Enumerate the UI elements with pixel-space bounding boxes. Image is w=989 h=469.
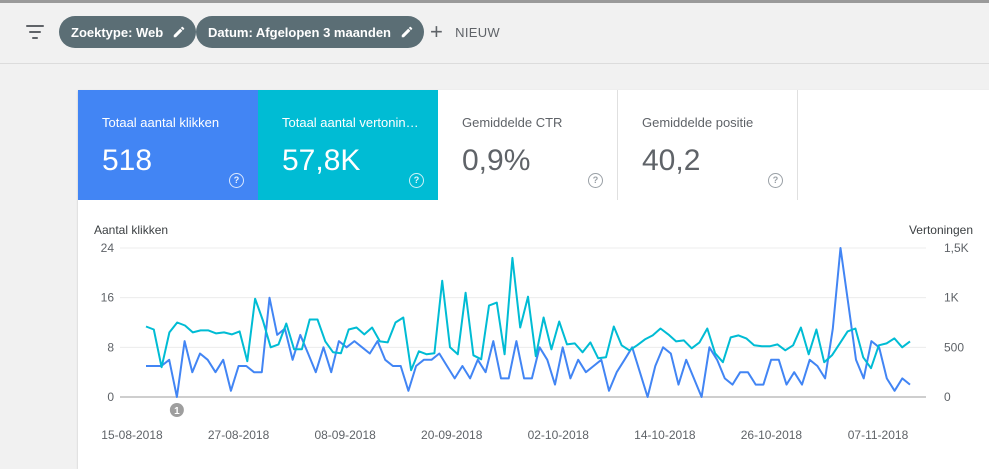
filter-chip-search-type[interactable]: Zoektype: Web [59, 16, 197, 48]
x-tick-label: 07-11-2018 [848, 428, 909, 442]
x-tick-label: 20-09-2018 [421, 428, 483, 442]
left-tick-label: 0 [107, 390, 114, 404]
help-icon[interactable]: ? [409, 173, 424, 188]
right-tick-label: 500 [944, 340, 964, 354]
help-icon[interactable]: ? [229, 173, 244, 188]
x-tick-label: 26-10-2018 [741, 428, 803, 442]
x-tick-label: 27-08-2018 [208, 428, 270, 442]
clicks-series-line [146, 247, 911, 398]
left-tick-label: 16 [101, 291, 115, 305]
filter-chip-date[interactable]: Datum: Afgelopen 3 maanden [196, 16, 424, 48]
chip-label: Datum: Afgelopen 3 maanden [208, 24, 391, 40]
x-tick-label: 02-10-2018 [528, 428, 590, 442]
metric-total-impressions[interactable]: Totaal aantal vertoningen 57,8K ? [258, 90, 438, 200]
metric-value: 518 [102, 144, 153, 177]
help-icon[interactable]: ? [768, 173, 783, 188]
x-tick-label: 15-08-2018 [101, 428, 163, 442]
metric-value: 40,2 [642, 144, 701, 177]
metric-total-clicks[interactable]: Totaal aantal klikken 518 ? [78, 90, 258, 200]
annotation-marker [169, 403, 184, 417]
edit-pencil-icon[interactable] [172, 25, 186, 39]
metric-value: 57,8K [282, 144, 361, 177]
impressions-series-line [145, 256, 911, 372]
filter-icon[interactable] [26, 25, 44, 39]
right-axis-title: Vertoningen [908, 223, 973, 237]
new-filter-button[interactable]: + NIEUW [430, 16, 500, 48]
right-tick-label: 1,5K [944, 241, 969, 255]
metric-value: 0,9% [462, 144, 531, 177]
x-tick-label: 08-09-2018 [314, 428, 376, 442]
x-tick-label: 14-10-2018 [634, 428, 696, 442]
right-tick-label: 0 [944, 390, 951, 404]
left-tick-label: 24 [101, 241, 115, 255]
annotation-label: 1 [174, 406, 180, 417]
edit-pencil-icon[interactable] [400, 25, 414, 39]
plus-icon: + [430, 19, 444, 44]
left-tick-label: 8 [107, 340, 114, 354]
right-tick-label: 1K [944, 291, 959, 305]
left-axis-title: Aantal klikken [94, 223, 169, 237]
top-border [0, 0, 989, 3]
metric-average-ctr[interactable]: Gemiddelde CTR 0,9% ? [438, 90, 618, 200]
performance-card: Totaal aantal klikken 518 ? Totaal aanta… [78, 90, 989, 469]
metric-average-position[interactable]: Gemiddelde positie 40,2 ? [618, 90, 798, 200]
chip-label: Zoektype: Web [71, 24, 164, 40]
help-icon[interactable]: ? [588, 173, 603, 188]
performance-chart[interactable]: 0 0 8 500 16 1K 24 1,5K 15-08-2018 27-08-2018 08-0… [78, 90, 989, 469]
new-filter-label: NIEUW [455, 24, 500, 40]
filter-bar: Zoektype: Web Datum: Afgelopen 3 maanden… [0, 3, 989, 64]
